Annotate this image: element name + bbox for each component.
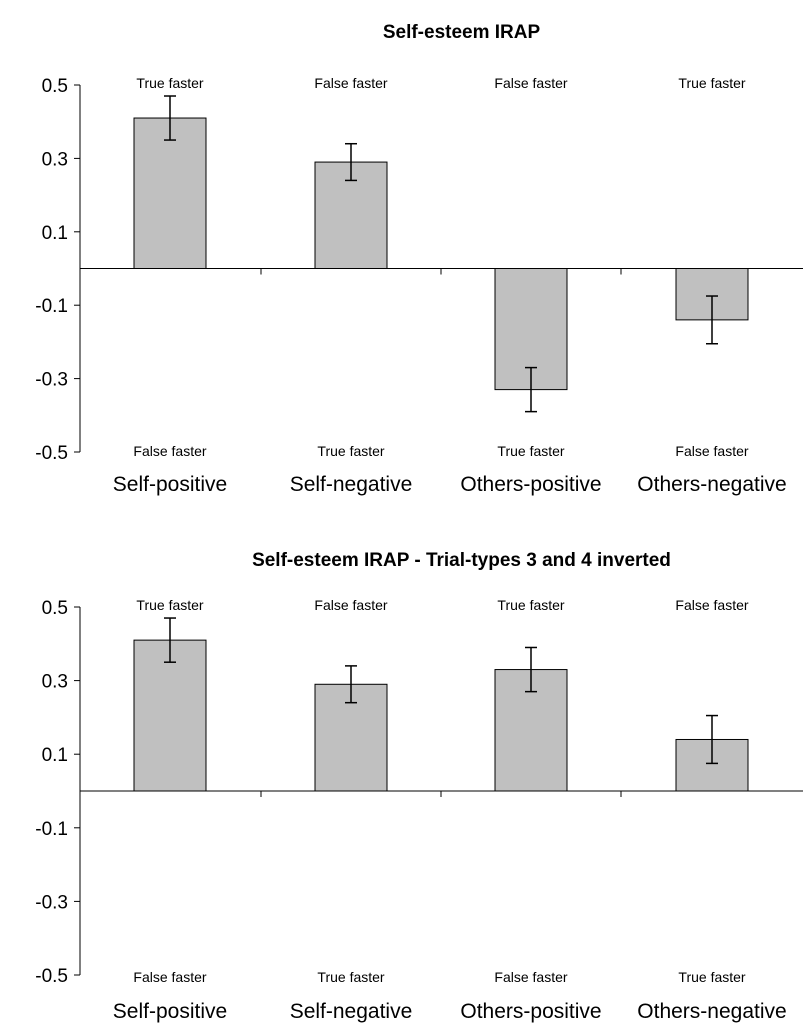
category-label: Self-negative [290, 1000, 413, 1023]
y-tick-label: -0.3 [35, 370, 68, 391]
top-annotation: False faster [675, 597, 748, 613]
category-label: Others-positive [460, 1000, 601, 1023]
y-tick-label: -0.5 [35, 966, 68, 987]
y-tick-label: 0.1 [42, 223, 68, 244]
y-tick-label: -0.1 [35, 819, 68, 840]
y-tick-label: -0.5 [35, 443, 68, 464]
bottom-annotation: True faster [317, 969, 385, 985]
chart-1: Self-esteem IRAP 0.5 0.3 0.1 -0.1 -0.3 -0.5 Tru… [35, 22, 803, 496]
category-label: Others-negative [637, 473, 786, 496]
y-tick-label: -0.1 [35, 296, 68, 317]
top-annotation: False faster [314, 75, 387, 91]
y-tick-label: 0.5 [42, 598, 68, 619]
y-tick-label: 0.5 [42, 76, 68, 97]
bottom-annotation: False faster [675, 443, 748, 459]
bar-self-positive [133, 117, 207, 269]
top-annotation: False faster [314, 597, 387, 613]
bottom-annotation: False faster [133, 443, 206, 459]
category-label: Others-positive [460, 473, 601, 496]
top-annotation: True faster [136, 597, 204, 613]
category-label: Self-positive [113, 473, 227, 496]
bottom-annotation: True faster [317, 443, 385, 459]
y-tick-label: 0.3 [42, 149, 68, 170]
category-label: Others-negative [637, 1000, 786, 1023]
y-tick-label: 0.1 [42, 745, 68, 766]
bar-self-positive [133, 639, 207, 792]
chart-2: Self-esteem IRAP - Trial-types 3 and 4 i… [35, 550, 803, 1023]
top-annotation: True faster [136, 75, 204, 91]
bottom-annotation: True faster [678, 969, 746, 985]
bottom-annotation: True faster [497, 443, 565, 459]
top-annotation: False faster [494, 75, 567, 91]
category-label: Self-positive [113, 1000, 227, 1023]
y-tick-label: -0.3 [35, 892, 68, 913]
chart-title: Self-esteem IRAP [383, 22, 541, 43]
category-label: Self-negative [290, 473, 413, 496]
y-tick-label: 0.3 [42, 672, 68, 693]
bottom-annotation: False faster [133, 969, 206, 985]
chart-title: Self-esteem IRAP - Trial-types 3 and 4 i… [252, 550, 671, 571]
bottom-annotation: False faster [494, 969, 567, 985]
top-annotation: True faster [678, 75, 746, 91]
top-annotation: True faster [497, 597, 565, 613]
